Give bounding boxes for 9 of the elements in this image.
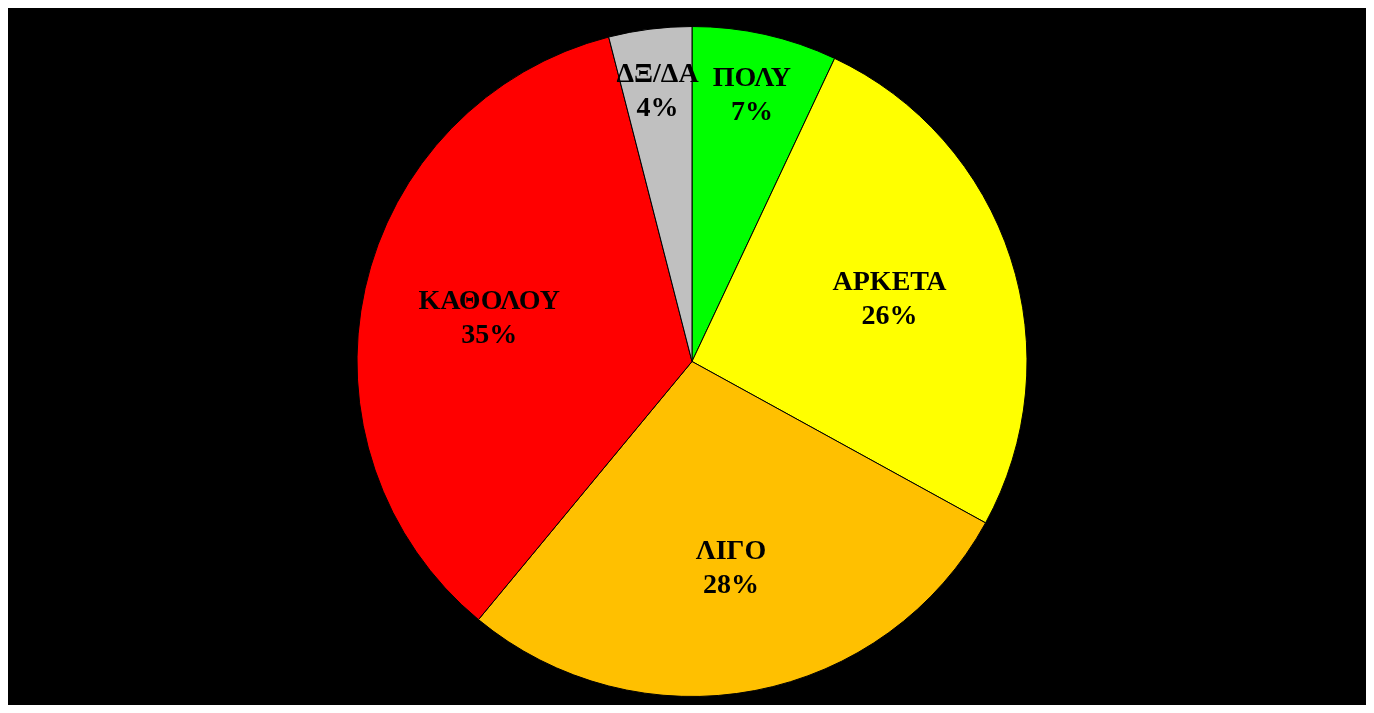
data-label: 7%: [730, 94, 773, 126]
data-label: 26%: [861, 298, 918, 330]
slice-label: ΚΑΘΟΛΟΥ: [418, 283, 561, 315]
slice-label: ΑΡΚΕΤΑ: [832, 264, 948, 296]
data-label: 28%: [702, 567, 759, 599]
data-label: 35%: [461, 317, 518, 349]
data-label: 4%: [636, 90, 679, 122]
slice-label: ΛΙΓΟ: [695, 533, 767, 565]
slice-label: ΠΟΛΥ: [712, 60, 792, 92]
